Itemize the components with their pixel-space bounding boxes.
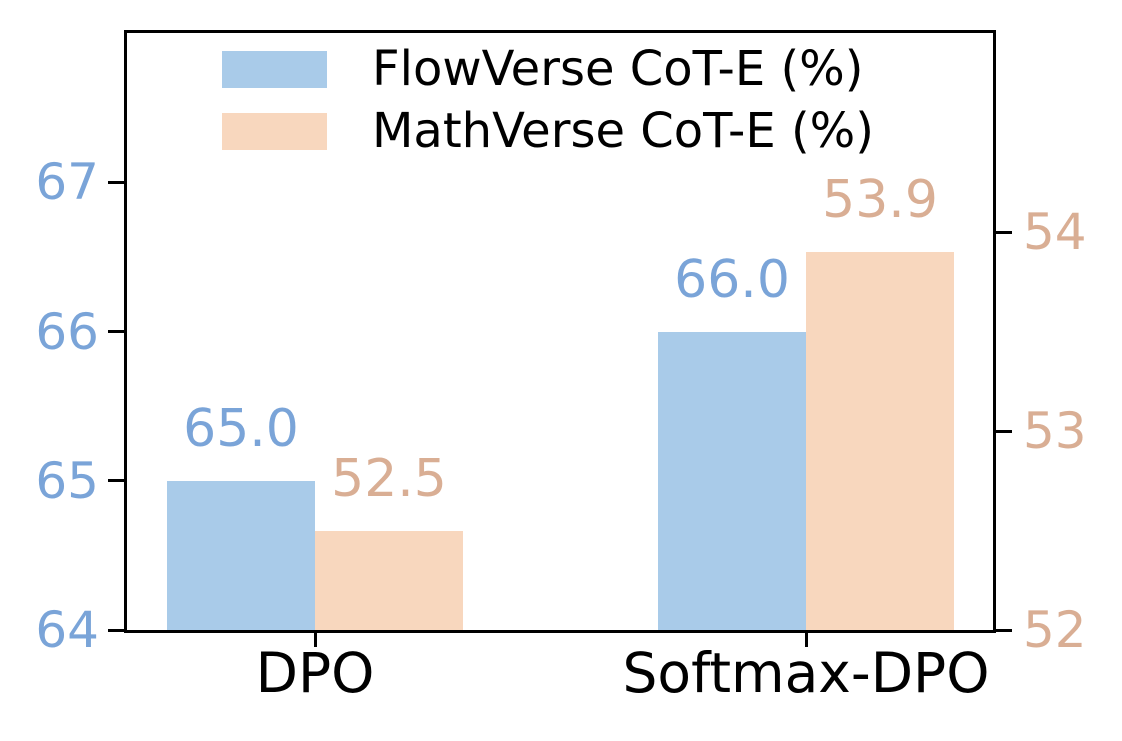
y-axis-left-tick [108,479,124,483]
y-axis-left-tick [108,628,124,632]
legend: FlowVerse CoT-E (%) MathVerse CoT-E (%) [222,41,874,160]
y-axis-right-tick [996,429,1012,433]
legend-swatch-mathverse-cot-e [222,112,327,150]
x-axis-label-dpo: DPO [255,641,375,705]
legend-swatch-flowverse-cot-e [222,51,327,89]
y-axis-left-tick [108,180,124,184]
y-axis-left-tick-label: 66 [35,302,99,361]
y-axis-right-tick-label: 53 [1023,402,1087,460]
x-axis-label-softmax-dpo: Softmax-DPO [622,641,990,705]
x-axis-tick [313,633,317,647]
y-axis-left-tick-label: 65 [35,451,99,510]
bar-value-label: 65.0 [183,398,299,459]
plot-area: 65.0 66.0 52.5 53.9 FlowVerse CoT-E (%) Math… [35,30,1087,701]
y-axis-right-tick [996,628,1012,632]
bar-value-label: 53.9 [822,169,938,230]
y-axis-right-tick-label: 52 [1023,601,1087,659]
bar-flowverse-cot-e-softmax-dpo [658,331,807,630]
y-axis-left-tick [108,330,124,333]
legend-item-flowverse-cot-e: FlowVerse CoT-E (%) [222,41,874,99]
bar-flowverse-cot-e-dpo [167,480,315,630]
bar-mathverse-cot-e-softmax-dpo [806,251,955,630]
y-axis-left-tick-label: 64 [35,601,99,659]
y-axis-left-tick-label: 67 [35,153,99,212]
bar-value-label: 66.0 [674,249,790,310]
y-axis-right-tick-label: 54 [1023,203,1087,261]
x-axis-tick [804,633,808,647]
legend-label-mathverse-cot-e: MathVerse CoT-E (%) [372,102,875,159]
legend-item-mathverse-cot-e: MathVerse CoT-E (%) [222,103,874,161]
y-axis-right-tick [996,230,1012,234]
bar-mathverse-cot-e-dpo [315,530,463,630]
bar-value-label: 52.5 [331,448,447,509]
legend-label-flowverse-cot-e: FlowVerse CoT-E (%) [372,41,864,97]
